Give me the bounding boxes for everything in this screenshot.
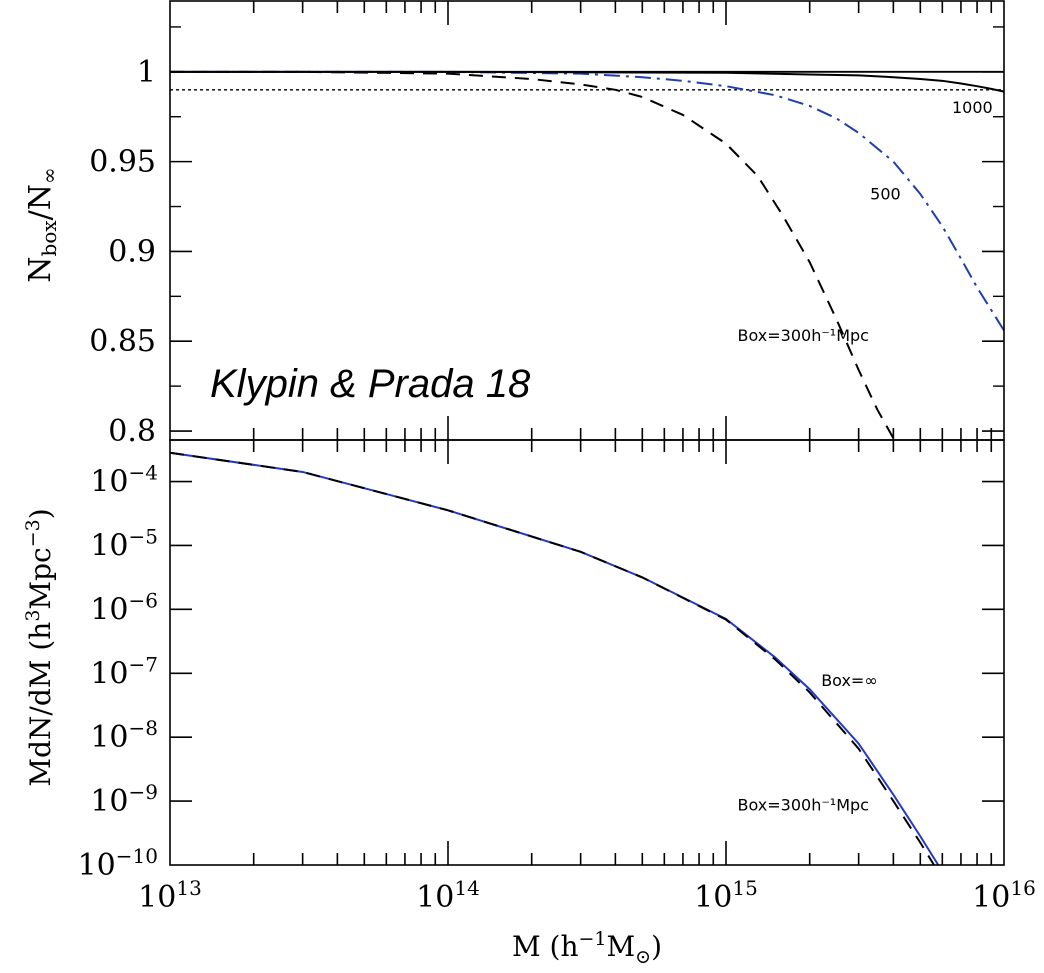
bottom-series-labels: Box=∞ Box=300h⁻¹Mpc: [738, 671, 878, 815]
top-series-group: [170, 70, 1005, 439]
bottom-series-group: [169, 451, 940, 866]
credit-annotation: Klypin & Prada 18: [210, 362, 531, 406]
top-series-label: Box=300h⁻¹Mpc: [738, 326, 869, 345]
bottom-series-line-dashed: [169, 451, 935, 866]
top-series-label: 1000: [952, 98, 993, 117]
bottom-y-tick-label: 10−9: [90, 780, 158, 819]
x-tick-label: 1014: [416, 876, 480, 915]
bottom-y-tick-label: 10−7: [90, 652, 158, 691]
x-tick-label: 1015: [694, 876, 758, 915]
x-label-sub: ⊙: [635, 946, 651, 968]
bottom-y-label-sup1: 3: [22, 610, 44, 622]
bottom-y-axis-label: MdN/dM (h3Mpc−3): [22, 508, 57, 786]
bottom-y-label-c: ): [24, 508, 57, 519]
top-series-label: 500: [870, 184, 901, 203]
bottom-y-tick-label: 10−10: [78, 844, 158, 883]
bottom-y-tick-label: 10−4: [90, 461, 158, 500]
top-series-line-solid: [170, 70, 1005, 93]
top-ticks: 0.8 0.85 0.9 0.95 1: [89, 1, 1004, 449]
top-y-tick-label: 0.95: [89, 145, 156, 180]
top-y-tick-label: 1: [137, 55, 156, 90]
top-y-tick-label: 0.8: [108, 414, 156, 449]
top-y-axis-label: Nbox/N∞: [23, 167, 61, 282]
bottom-y-tick-label: 10−5: [90, 524, 158, 563]
top-y-label-sub2: ∞: [37, 167, 61, 184]
x-label-sup: −1: [578, 928, 606, 950]
x-tick-label: 1016: [972, 876, 1036, 915]
x-label-a: M (h: [512, 930, 579, 963]
x-label-c: ): [651, 930, 662, 963]
bottom-plot-frame: [169, 439, 1005, 866]
top-y-tick-label: 0.85: [89, 324, 156, 359]
bottom-panel: 10−10 10−9 10−8 10−7 10−6 10−5 10−4 1013 1014 101…: [22, 439, 1036, 968]
top-y-label-mid: /N: [23, 184, 58, 220]
bottom-x-axis-label: M (h−1M⊙): [512, 928, 662, 968]
top-y-label-main: N: [23, 256, 58, 282]
bottom-series-label: Box=300h⁻¹Mpc: [738, 796, 869, 815]
top-panel: 0.8 0.85 0.9 0.95 1 1000 500 Box=300h⁻¹Mpc Nbo…: [23, 0, 1005, 449]
x-label-b: M: [607, 930, 636, 963]
bottom-y-tick-label: 10−6: [90, 588, 158, 627]
bottom-series-label: Box=∞: [821, 671, 877, 690]
top-series-labels: 1000 500 Box=300h⁻¹Mpc: [738, 98, 993, 345]
bottom-y-label-a: MdN/dM (h: [24, 622, 57, 787]
top-series-line-dashed: [170, 70, 895, 439]
bottom-ticks: 10−10 10−9 10−8 10−7 10−6 10−5 10−4 1013 1014 101…: [78, 440, 1036, 915]
bottom-y-label-b: Mpc: [24, 547, 57, 609]
top-y-tick-label: 0.9: [108, 234, 156, 269]
top-y-label-sub1: box: [37, 220, 61, 257]
top-series-line-dashdot: [170, 70, 1005, 331]
x-tick-label: 1013: [138, 876, 202, 915]
bottom-y-label-sup2: −3: [22, 519, 44, 547]
bottom-y-tick-label: 10−8: [90, 716, 158, 755]
